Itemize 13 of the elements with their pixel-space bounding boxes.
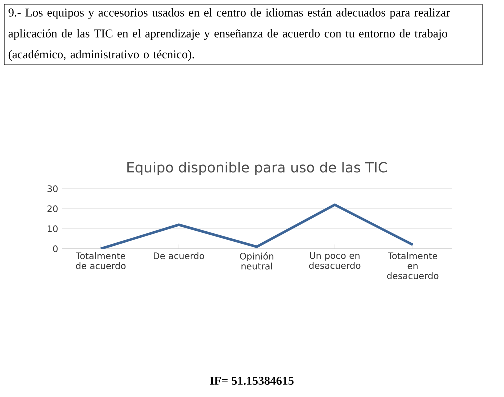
x-tick-label: Totalmente en desacuerdo (387, 252, 439, 280)
text: IF= 51.15384615 (210, 376, 294, 386)
x-tick-label: De acuerdo (154, 252, 204, 260)
y-tick-label: 30 (48, 186, 58, 192)
x-tick-label: Opinión neutral (240, 252, 274, 270)
text: 9.- Los equipos y accesorios usados en el centro de idiomas están adecuados para realizar aplicación de las TIC en el aprendizaje y enseñanza de acuerdo con tu entorno de trabajo (académico, administrativo o técnico). (8, 8, 450, 62)
chart-title: Equipo disponible para uso de las TIC (128, 162, 388, 176)
x-tick-label: Totalmente de acuerdo (76, 252, 126, 270)
y-tick-label: 10 (48, 226, 58, 232)
y-tick-label: 20 (48, 206, 58, 212)
line-series (100, 204, 414, 249)
y-tick-label: 0 (53, 246, 58, 252)
x-tick-label: Un poco en desacuerdo (309, 252, 361, 270)
